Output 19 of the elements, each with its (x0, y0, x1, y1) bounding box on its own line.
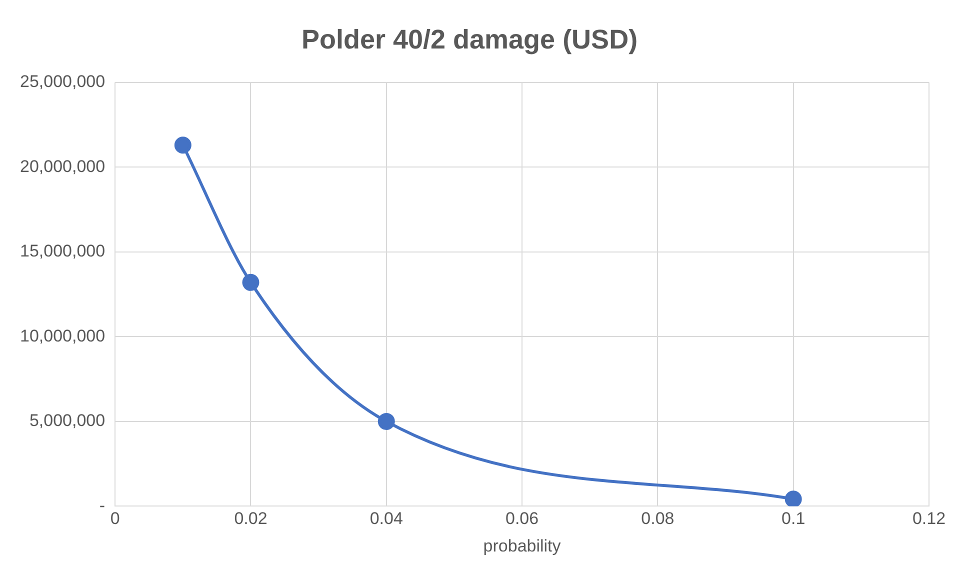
point (242, 274, 260, 291)
point (174, 136, 192, 154)
point (378, 412, 395, 430)
y-tick-label: 20,000,000 (20, 156, 106, 176)
x-tick-label: 0.04 (370, 509, 403, 528)
x-tick-label: 0.06 (505, 509, 539, 528)
chart-title: Polder 40/2 damage (USD) (301, 24, 638, 55)
x-tick-label: 0.08 (641, 509, 674, 528)
x-tick-label: 0 (110, 509, 120, 528)
y-tick-label: - (99, 496, 106, 515)
x-axis-title: probability (483, 536, 562, 556)
point (784, 490, 802, 506)
y-tick-label: 25,000,000 (20, 72, 106, 92)
y-tick-label: 15,000,000 (20, 242, 106, 261)
y-tick-label: 10,000,000 (20, 326, 106, 346)
x-tick-label: 0.12 (912, 509, 946, 528)
x-tick-label: 0.1 (782, 509, 806, 528)
x-tick-label: 0.02 (234, 509, 268, 528)
y-tick-label: 5,000,000 (29, 411, 106, 430)
